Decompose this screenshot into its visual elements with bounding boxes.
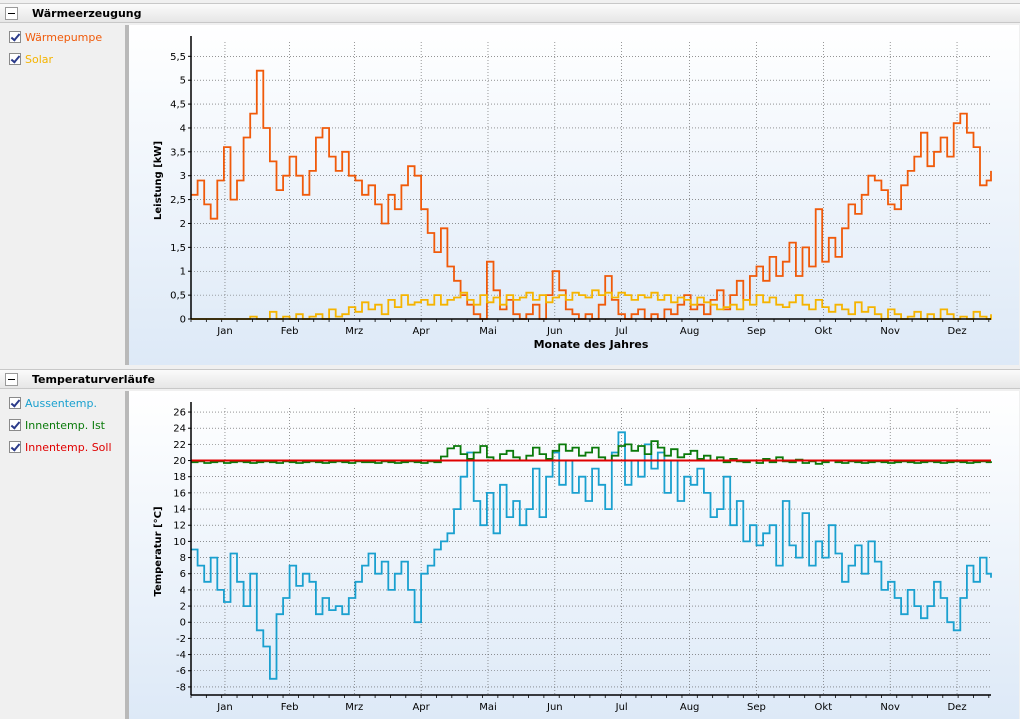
y-tick-label: 2,5 bbox=[170, 195, 186, 206]
series-line-1 bbox=[191, 440, 992, 465]
x-tick-label: Mrz bbox=[345, 326, 363, 337]
y-tick-label: 12 bbox=[173, 521, 186, 532]
x-tick-label: Jul bbox=[615, 326, 628, 337]
y-tick-label: 14 bbox=[173, 505, 186, 516]
x-tick-label: Jan bbox=[216, 702, 232, 713]
y-tick-label: 6 bbox=[180, 569, 186, 580]
y-tick-label: 0 bbox=[180, 618, 186, 629]
panel-header: Temperaturverläufe bbox=[0, 369, 1020, 389]
series-line-0 bbox=[191, 69, 992, 320]
x-tick-label: Okt bbox=[815, 702, 833, 713]
checkbox[interactable] bbox=[9, 397, 21, 409]
series-line-1 bbox=[191, 289, 992, 320]
y-tick-label: 22 bbox=[173, 440, 186, 451]
x-tick-label: Mrz bbox=[345, 702, 363, 713]
splitter[interactable] bbox=[125, 391, 129, 719]
legend: Aussentemp. Innentemp. Ist Innentemp. So… bbox=[3, 391, 125, 719]
checkbox[interactable] bbox=[9, 53, 21, 65]
legend: Wärmepumpe Solar bbox=[3, 25, 125, 365]
y-tick-label: 18 bbox=[173, 472, 186, 483]
y-tick-label: 3 bbox=[180, 171, 186, 182]
y-tick-label: 0 bbox=[180, 315, 186, 326]
x-tick-label: Jan bbox=[216, 326, 232, 337]
y-tick-label: 10 bbox=[173, 537, 186, 548]
y-tick-label: 1,5 bbox=[170, 243, 186, 254]
x-tick-label: Feb bbox=[281, 702, 299, 713]
y-tick-label: 2 bbox=[180, 219, 186, 230]
legend-label: Innentemp. Ist bbox=[25, 419, 105, 432]
y-tick-label: 4 bbox=[180, 123, 186, 134]
x-tick-label: Apr bbox=[412, 702, 430, 713]
legend-label: Solar bbox=[25, 53, 54, 66]
x-tick-label: Dez bbox=[947, 702, 966, 713]
x-tick-label: Mai bbox=[479, 702, 497, 713]
chart-background bbox=[129, 25, 1019, 365]
y-tick-label: 0,5 bbox=[170, 291, 186, 302]
x-tick-label: Sep bbox=[747, 702, 766, 713]
panel-waermeerzeugung: Wärmeerzeugung Wärmepumpe Solar 0 0,5 1 1,5… bbox=[0, 3, 1020, 365]
y-tick-label: 20 bbox=[173, 456, 186, 467]
y-tick-label: 3,5 bbox=[170, 147, 186, 158]
checkbox[interactable] bbox=[9, 31, 21, 43]
y-tick-label: 8 bbox=[180, 553, 186, 564]
x-tick-label: Dez bbox=[947, 326, 966, 337]
x-tick-label: Jun bbox=[546, 326, 563, 337]
legend-label: Aussentemp. bbox=[25, 397, 97, 410]
x-tick-label: Sep bbox=[747, 326, 766, 337]
panel-temperaturverlaeufe: Temperaturverläufe Aussentemp. Innentemp… bbox=[0, 369, 1020, 719]
y-tick-label: 24 bbox=[173, 424, 186, 435]
x-tick-label: Okt bbox=[815, 326, 833, 337]
x-tick-label: Nov bbox=[880, 326, 900, 337]
y-tick-label: 5 bbox=[180, 76, 186, 87]
x-tick-label: Jun bbox=[546, 702, 563, 713]
y-tick-label: 26 bbox=[173, 408, 186, 419]
x-tick-label: Feb bbox=[281, 326, 299, 337]
y-tick-label: -4 bbox=[176, 650, 186, 661]
x-tick-label: Nov bbox=[880, 702, 900, 713]
panel-title: Temperaturverläufe bbox=[32, 373, 155, 386]
checkbox[interactable] bbox=[9, 419, 21, 431]
checkbox[interactable] bbox=[9, 441, 21, 453]
legend-label: Wärmepumpe bbox=[25, 31, 103, 44]
panel-title: Wärmeerzeugung bbox=[32, 7, 142, 20]
y-tick-label: -6 bbox=[176, 666, 186, 677]
x-tick-label: Aug bbox=[680, 702, 700, 713]
collapse-button[interactable] bbox=[5, 373, 18, 386]
x-tick-label: Jul bbox=[615, 702, 628, 713]
x-tick-label: Aug bbox=[680, 326, 700, 337]
y-tick-label: 16 bbox=[173, 488, 186, 499]
y-tick-label: 1 bbox=[180, 267, 186, 278]
y-tick-label: -8 bbox=[176, 682, 186, 693]
collapse-button[interactable] bbox=[5, 7, 18, 20]
chart-waermeerzeugung: 0 0,5 1 1,5 2 2,5 3 3,5 4 4,5 5 5,5 Jan Feb Mrz Apr Mai J… bbox=[153, 36, 992, 351]
x-tick-label: Apr bbox=[412, 326, 430, 337]
y-tick-label: 4 bbox=[180, 585, 186, 596]
splitter[interactable] bbox=[125, 25, 129, 365]
legend-label: Innentemp. Soll bbox=[25, 441, 112, 454]
series-line-0 bbox=[191, 431, 992, 680]
x-axis-label: Monate des Jahres bbox=[534, 338, 649, 351]
y-tick-label: 5,5 bbox=[170, 52, 186, 63]
y-axis-label: Temperatur [°C] bbox=[153, 506, 164, 596]
panel-header: Wärmeerzeugung bbox=[0, 3, 1020, 23]
y-tick-label: -2 bbox=[176, 634, 186, 645]
y-axis-label: Leistung [kW] bbox=[153, 141, 164, 220]
y-tick-label: 2 bbox=[180, 602, 186, 613]
y-tick-label: 4,5 bbox=[170, 100, 186, 111]
x-tick-label: Mai bbox=[479, 326, 497, 337]
